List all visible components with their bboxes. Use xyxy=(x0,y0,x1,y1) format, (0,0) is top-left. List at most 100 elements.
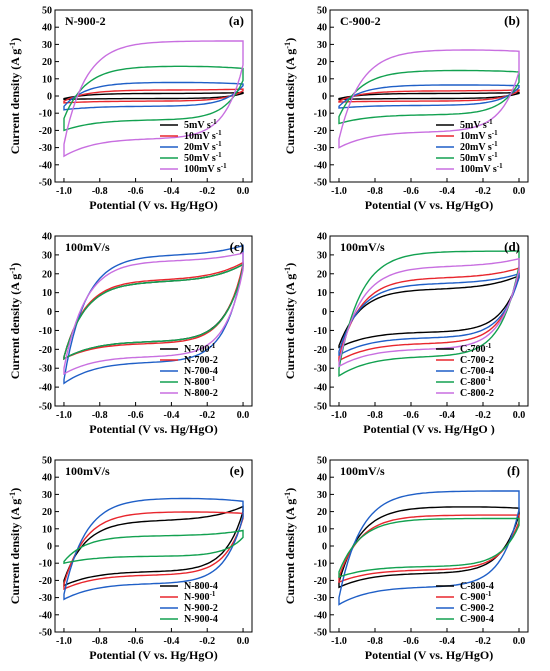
legend-entry: 5mV s-1 xyxy=(184,118,217,131)
y-tick-label: -30 xyxy=(314,143,327,154)
y-tick-label: -10 xyxy=(314,109,327,120)
plot-frame xyxy=(329,459,529,633)
cv-curve-5mv-s-1 xyxy=(63,91,244,101)
x-tick-label: -0.4 xyxy=(163,410,179,421)
x-tick-label: -0.4 xyxy=(163,186,179,197)
x-tick-label: -0.2 xyxy=(475,636,491,647)
x-tick-label: -0.8 xyxy=(367,410,383,421)
y-tick-label: 40 xyxy=(42,232,52,243)
y-tick-label: 30 xyxy=(317,490,327,501)
x-tick-label: 0.0 xyxy=(237,636,250,647)
sample-label: C-900-2 xyxy=(340,14,381,28)
y-tick-label: 20 xyxy=(42,269,52,280)
x-tick-label: 0.0 xyxy=(237,410,250,421)
y-axis-title: Current density (A g-1) xyxy=(283,263,298,379)
y-tick-label: -20 xyxy=(39,126,52,137)
cv-curve-c-800-2 xyxy=(338,257,520,368)
cv-curve-c-700-2 xyxy=(338,267,520,362)
legend-entry: 5mV s-1 xyxy=(460,118,493,131)
y-tick-label: -40 xyxy=(39,160,52,171)
legend-entry: N-800-1 xyxy=(184,375,216,388)
cv-curve-50mv-s-1 xyxy=(63,65,244,132)
y-tick-label: 20 xyxy=(317,57,327,68)
y-tick-label: -40 xyxy=(39,610,52,621)
x-tick-label: -1.0 xyxy=(56,186,72,197)
cv-curve-n-800-2 xyxy=(63,252,244,376)
cv-curve-n-800-1 xyxy=(63,263,244,361)
legend-entry: N-800-2 xyxy=(184,388,218,399)
y-tick-label: 50 xyxy=(317,456,327,467)
x-tick-label: -0.6 xyxy=(128,410,144,421)
y-tick-label: 0 xyxy=(322,92,327,103)
legend-entry: N-900-1 xyxy=(184,590,216,603)
y-tick-label: 50 xyxy=(42,6,52,17)
x-tick-label: -0.8 xyxy=(367,636,383,647)
cv-curve-c-700-4 xyxy=(338,272,520,357)
y-axis-title: Current density (A g-1) xyxy=(283,38,298,154)
y-tick-label: -50 xyxy=(314,402,327,413)
y-tick-label: 10 xyxy=(317,524,327,535)
y-tick-label: 30 xyxy=(317,40,327,51)
y-tick-label: 40 xyxy=(42,473,52,484)
plot-frame xyxy=(329,235,529,407)
legend-entry: 20mV s-1 xyxy=(184,140,222,153)
cv-panel-b: -50 -40 -30 -20 -10 0 10 20 30 40 50 -1.0 -0.8 -0.6 -0… xyxy=(283,6,529,212)
x-tick-label: -0.6 xyxy=(128,636,144,647)
y-tick-label: 10 xyxy=(317,74,327,85)
y-tick-label: 0 xyxy=(47,542,52,553)
y-tick-label: 50 xyxy=(317,6,327,17)
y-tick-label: 30 xyxy=(42,490,52,501)
cv-curve-n-900-2 xyxy=(63,497,244,601)
y-tick-label: -30 xyxy=(39,364,52,375)
y-axis-title: Current density (A g-1) xyxy=(8,488,23,604)
panel-label: (a) xyxy=(229,13,244,28)
x-tick-label: -1.0 xyxy=(331,410,347,421)
plot-frame xyxy=(54,235,253,407)
legend-entry: 10mV s-1 xyxy=(184,129,222,142)
x-tick-label: -1.0 xyxy=(56,410,72,421)
x-tick-label: 0.0 xyxy=(237,186,250,197)
legend-entry: C-900-2 xyxy=(460,603,494,614)
y-tick-label: 10 xyxy=(42,524,52,535)
x-tick-label: -0.6 xyxy=(403,636,419,647)
y-tick-label: 20 xyxy=(42,57,52,68)
legend-entry: N-900-2 xyxy=(184,603,218,614)
panel-label: (f) xyxy=(507,463,520,478)
y-tick-label: -40 xyxy=(314,160,327,171)
sample-label: 100mV/s xyxy=(65,240,110,254)
x-tick-label: -1.0 xyxy=(56,636,72,647)
x-tick-label: -0.2 xyxy=(199,410,215,421)
legend-entry: 100mV s-1 xyxy=(460,162,503,175)
legend-entry: N-700-2 xyxy=(184,355,218,366)
sample-label: 100mV/s xyxy=(65,464,110,478)
cv-curve-10mv-s-1 xyxy=(63,88,244,104)
sample-label: 100mV/s xyxy=(340,464,385,478)
y-tick-label: -50 xyxy=(314,628,327,639)
y-tick-label: 0 xyxy=(322,542,327,553)
x-tick-label: 0.0 xyxy=(513,186,526,197)
y-tick-label: 50 xyxy=(42,456,52,467)
y-axis-title: Current density (A g-1) xyxy=(8,38,23,154)
x-tick-label: -0.2 xyxy=(199,186,215,197)
y-tick-label: 10 xyxy=(42,288,52,299)
y-tick-label: -40 xyxy=(39,383,52,394)
y-tick-label: -20 xyxy=(314,345,327,356)
y-axis-title: Current density (A g-1) xyxy=(8,263,23,379)
cv-curve-n-700-1 xyxy=(63,263,244,361)
cv-panel-d: -50 -40 -30 -20 -10 0 10 20 30 40 -1.0 -0.8 -0.6 -0.4… xyxy=(283,232,529,436)
y-tick-label: -40 xyxy=(314,610,327,621)
y-tick-label: -30 xyxy=(314,364,327,375)
cv-curve-c-900-4 xyxy=(338,517,520,578)
x-tick-label: -0.6 xyxy=(403,410,419,421)
legend-entry: 50mV s-1 xyxy=(184,151,222,164)
y-tick-label: -40 xyxy=(314,383,327,394)
y-tick-label: 0 xyxy=(47,307,52,318)
x-axis-title: Potential (V vs. Hg/HgO) xyxy=(365,648,493,662)
cv-curve-100mv-s-1 xyxy=(63,40,244,158)
y-tick-label: 30 xyxy=(42,40,52,51)
legend-entry: C-700-1 xyxy=(460,342,492,355)
cv-curve-10mv-s-1 xyxy=(338,89,520,103)
x-tick-label: -1.0 xyxy=(331,636,347,647)
legend-entry: C-700-4 xyxy=(460,366,494,377)
y-tick-label: 40 xyxy=(42,23,52,34)
